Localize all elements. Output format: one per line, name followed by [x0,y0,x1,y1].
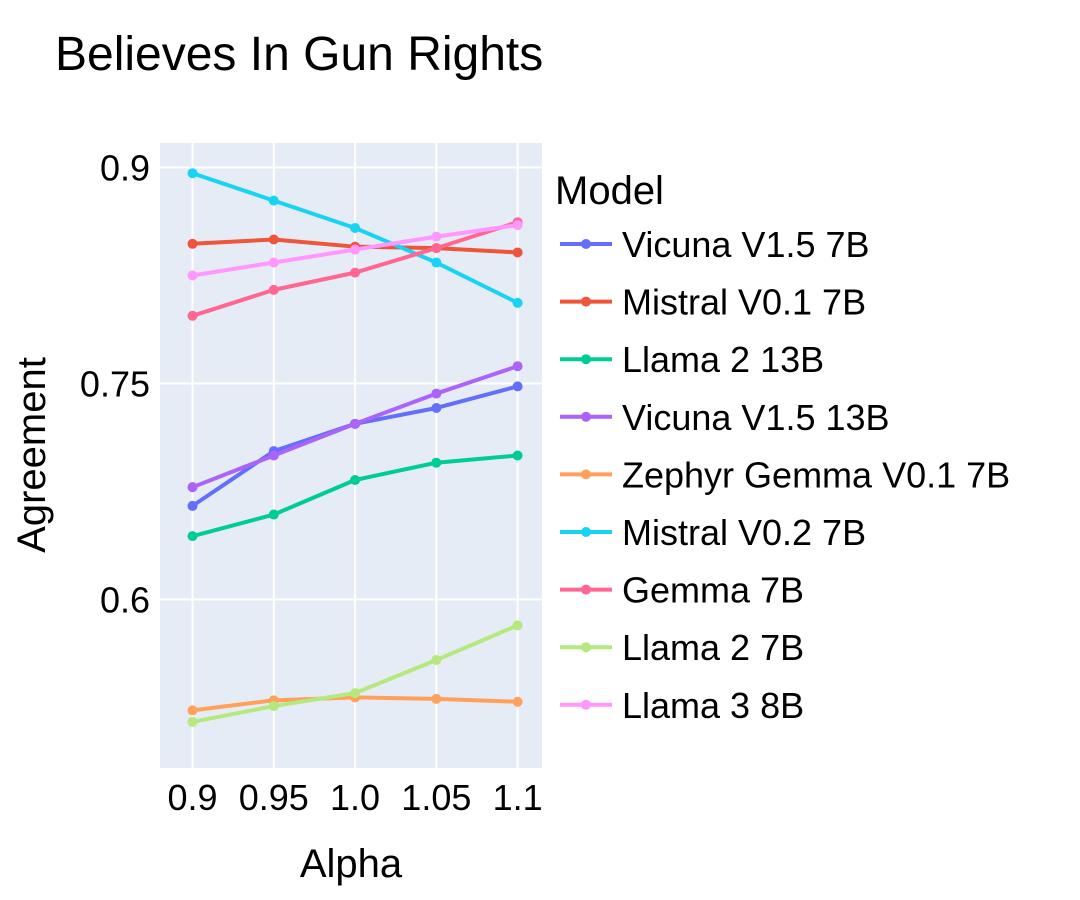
data-point [431,402,442,413]
x-tick-label: 1.05 [401,777,471,818]
y-axis-label: Agreement [10,357,54,553]
legend-item: Gemma 7B [560,570,804,611]
legend-item: Vicuna V1.5 7B [560,224,870,265]
data-point [512,696,523,707]
legend-item: Mistral V0.1 7B [560,282,866,323]
data-point [268,509,279,520]
legend-label: Vicuna V1.5 13B [622,397,890,438]
data-point [268,257,279,268]
legend-item: Llama 2 13B [560,339,824,380]
data-point [431,457,442,468]
data-point [187,238,198,249]
data-point [350,418,361,429]
data-point [187,531,198,542]
data-point [431,243,442,254]
legend-item: Mistral V0.2 7B [560,512,866,553]
data-point [187,168,198,179]
data-point [187,705,198,716]
legend-label: Mistral V0.2 7B [622,512,866,553]
series-vicuna-v1-5-13b [187,361,523,493]
series-llama-2-13b [187,450,523,542]
legend-title: Model [555,169,664,213]
legend-swatch-marker [581,584,591,595]
legend-item: Vicuna V1.5 13B [560,397,890,438]
x-tick-label: 0.9 [167,777,217,818]
legend-swatch-marker [581,411,591,422]
data-point [187,482,198,493]
data-point [350,267,361,278]
data-point [187,270,198,281]
data-point [512,620,523,631]
legend-label: Llama 2 7B [622,627,804,668]
x-axis-ticks: 0.9 0.95 1.0 1.05 1.1 [167,777,542,818]
legend-item: Llama 2 7B [560,627,804,668]
series-layer [187,168,523,727]
data-point [512,361,523,372]
data-point [512,220,523,231]
x-tick-label: 1.0 [330,777,380,818]
legend: Model Vicuna V1.5 7B Mistral V0.1 7B Llama… [555,169,1010,726]
chart-title: Believes In Gun Rights [55,28,543,81]
legend-label: Llama 3 8B [622,685,804,726]
legend-swatch-marker [581,296,591,307]
data-point [431,388,442,399]
plot-area [160,143,542,768]
data-point [512,247,523,258]
series-llama-3-8b [187,220,523,281]
legend-label: Zephyr Gemma V0.1 7B [622,454,1010,495]
data-point [268,450,279,461]
y-tick-label: 0.75 [80,363,150,404]
data-point [512,450,523,461]
data-point [431,654,442,665]
data-point [350,222,361,233]
legend-item: Zephyr Gemma V0.1 7B [560,454,1010,495]
legend-label: Llama 2 13B [622,339,824,380]
data-point [350,688,361,699]
series-llama-2-7b [187,620,523,727]
data-point [268,234,279,245]
data-point [512,297,523,308]
x-tick-label: 0.95 [239,777,309,818]
legend-swatch-marker [581,354,591,365]
data-point [187,500,198,511]
y-axis-ticks: 0.6 0.75 0.9 [80,147,150,620]
data-point [431,693,442,704]
data-point [350,244,361,255]
legend-swatch-marker [581,527,591,537]
legend-label: Gemma 7B [622,570,804,611]
legend-swatch-marker [581,699,591,710]
y-tick-label: 0.9 [100,147,150,188]
data-point [268,195,279,206]
data-point [512,381,523,392]
y-tick-label: 0.6 [100,580,150,621]
data-point [187,716,198,727]
x-tick-label: 1.1 [493,777,543,818]
x-axis-label: Alpha [300,842,403,886]
data-point [431,231,442,242]
data-point [268,701,279,712]
series-mistral-v0-2-7b [187,168,523,308]
data-point [268,284,279,295]
legend-item: Llama 3 8B [560,685,804,726]
legend-label: Mistral V0.1 7B [622,282,866,323]
legend-swatch-marker [581,239,591,249]
legend-swatch-marker [581,469,591,480]
legend-label: Vicuna V1.5 7B [622,224,870,265]
data-point [350,474,361,485]
legend-swatch-marker [581,642,591,653]
data-point [187,310,198,321]
data-point [431,257,442,268]
